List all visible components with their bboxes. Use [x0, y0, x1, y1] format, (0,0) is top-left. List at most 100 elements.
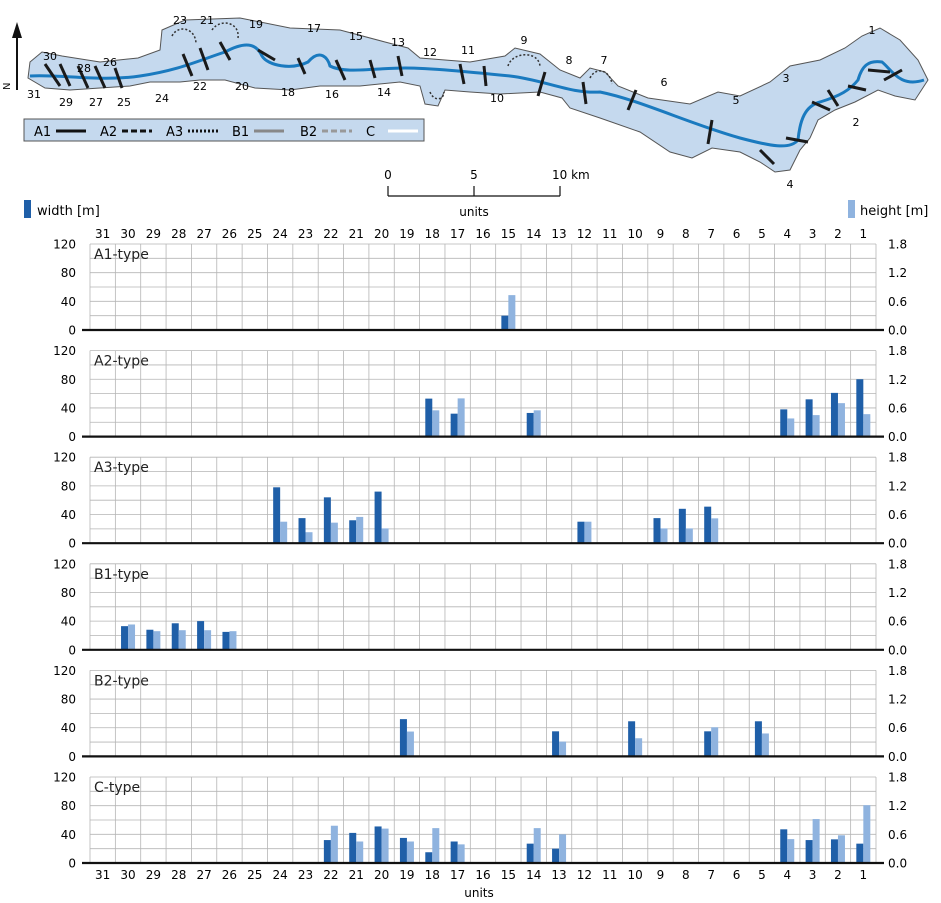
panel-title: C-type	[94, 780, 140, 796]
map-legend-label: B1	[232, 125, 249, 140]
map-unit-label: 14	[377, 86, 391, 99]
right-tick-label: 1.8	[888, 664, 907, 678]
oxbow	[507, 54, 541, 67]
left-tick-label: 120	[53, 664, 76, 678]
height-bar	[432, 828, 440, 863]
map-unit-label: 7	[601, 54, 608, 67]
width-bar	[349, 832, 357, 863]
height-bar	[457, 398, 465, 437]
bar-chart: 31 30 29 28 27 26 25 24 23 22 21 20 19 18 17 16 15 14 13 12…	[53, 227, 907, 882]
height-bar	[863, 414, 871, 437]
top-tick-label: 7	[707, 227, 715, 241]
height-bar	[635, 738, 643, 757]
bottom-tick-label: 26	[222, 868, 237, 882]
left-tick-label: 0	[68, 857, 76, 871]
height-bar	[457, 844, 465, 863]
width-legend-swatch	[24, 200, 31, 218]
height-bar	[305, 532, 313, 544]
width-bar	[552, 848, 560, 863]
height-bar	[128, 624, 136, 650]
width-bar	[425, 852, 433, 863]
left-tick-label: 120	[53, 771, 76, 785]
right-tick-label: 0.0	[888, 430, 907, 444]
bottom-tick-label: 7	[707, 868, 715, 882]
left-tick-label: 40	[61, 828, 76, 842]
top-tick-label: 30	[120, 227, 135, 241]
height-bar	[280, 521, 288, 544]
map-legend-box	[23, 118, 425, 142]
top-tick-label: 1	[860, 227, 868, 241]
map-legend: A1 A2 A3 B1 B2 C	[23, 118, 425, 142]
width-bar	[349, 520, 357, 544]
map-unit-label: 19	[249, 18, 263, 31]
left-tick-label: 80	[61, 693, 76, 707]
bottom-tick-label: 4	[783, 868, 791, 882]
chart-panel: 0 40 80 120 0.0 0.6 1.2 1.8 A1-type	[53, 238, 907, 338]
height-bar	[837, 403, 845, 437]
valley-outline	[27, 17, 929, 173]
map-unit-label: 12	[423, 46, 437, 59]
right-tick-label: 0.6	[888, 721, 907, 735]
right-tick-label: 1.8	[888, 238, 907, 252]
panel-title: A1-type	[94, 247, 149, 263]
top-tick-label: 14	[526, 227, 541, 241]
scale-tick-10: 10 km	[552, 168, 590, 182]
cut-marker	[93, 65, 107, 89]
top-tick-label: 3	[809, 227, 817, 241]
top-tick-label: 18	[425, 227, 440, 241]
map-unit-label: 10	[490, 92, 504, 105]
width-bar	[374, 491, 382, 544]
width-bar	[704, 506, 712, 544]
chart-panel: 0 40 80 120 0.0 0.6 1.2 1.8 C-type	[53, 771, 907, 871]
width-bar	[171, 623, 179, 650]
map-unit-label: 24	[155, 92, 169, 105]
left-tick-label: 120	[53, 238, 76, 252]
left-tick-label: 40	[61, 401, 76, 415]
cut-marker	[847, 84, 867, 92]
right-tick-label: 1.2	[888, 373, 907, 387]
oxbow-loops	[171, 22, 613, 100]
height-bar	[508, 295, 516, 330]
cut-marker	[296, 57, 307, 75]
cut-marker	[785, 136, 809, 144]
right-tick-label: 1.2	[888, 586, 907, 600]
oxbow	[589, 70, 613, 85]
left-tick-label: 40	[61, 508, 76, 522]
bottom-tick-label: 14	[526, 868, 541, 882]
map-unit-label: 31	[27, 88, 41, 101]
width-bar	[577, 521, 585, 544]
width-bar	[856, 843, 864, 863]
map-unit-label: 30	[43, 50, 57, 63]
height-bar	[711, 727, 719, 757]
width-bar	[222, 631, 230, 650]
height-bar	[559, 741, 567, 757]
left-tick-label: 80	[61, 266, 76, 280]
bottom-tick-label: 6	[733, 868, 741, 882]
left-tick-label: 0	[68, 324, 76, 338]
width-bar	[830, 839, 838, 863]
top-tick-label: 17	[450, 227, 465, 241]
cut-marker	[867, 68, 891, 74]
map-legend-label: A1	[34, 125, 51, 140]
height-bar	[406, 841, 414, 863]
height-bar	[787, 839, 795, 863]
left-tick-label: 80	[61, 586, 76, 600]
height-bar	[356, 841, 364, 863]
cut-marker	[458, 63, 466, 85]
bottom-tick-label: 24	[273, 868, 288, 882]
width-bar	[323, 497, 331, 544]
height-bar	[381, 528, 389, 544]
right-tick-label: 0.0	[888, 324, 907, 338]
bottom-tick-label: 10	[627, 868, 642, 882]
height-bar	[533, 828, 541, 863]
width-bar	[856, 379, 864, 437]
width-bar	[399, 719, 407, 757]
map-unit-label: 23	[173, 14, 187, 27]
right-tick-label: 0.0	[888, 750, 907, 764]
left-tick-label: 80	[61, 479, 76, 493]
height-bar	[863, 805, 871, 863]
width-bar	[298, 518, 306, 544]
width-bar	[678, 508, 686, 544]
height-bar	[406, 731, 414, 757]
map-legend-label: A3	[166, 125, 183, 140]
